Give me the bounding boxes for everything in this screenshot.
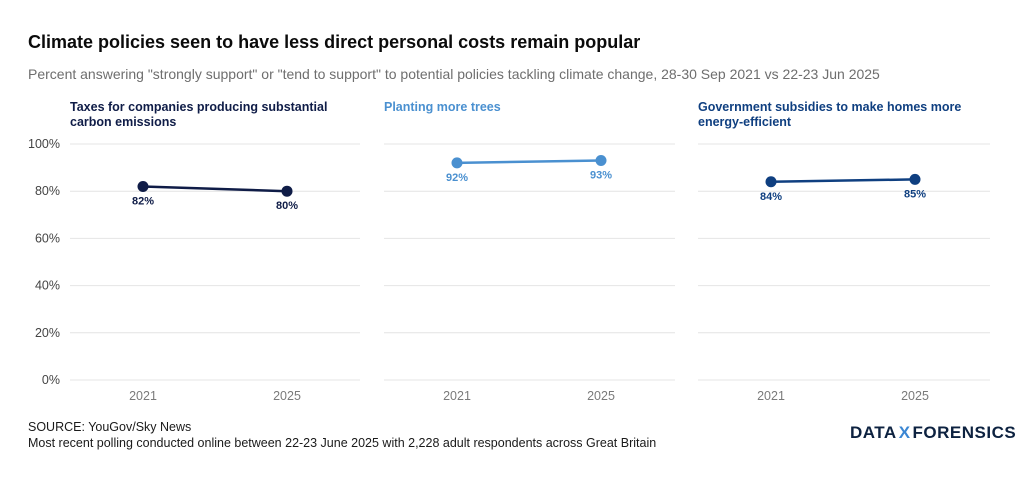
- series-line: [142, 185, 288, 193]
- chart-subtitle: Percent answering "strongly support" or …: [28, 66, 880, 82]
- panel-title: carbon emissions: [70, 115, 176, 129]
- x-tick-label: 2021: [443, 389, 471, 403]
- source-line: SOURCE: YouGov/Sky News: [28, 420, 192, 434]
- data-point: [451, 157, 463, 169]
- source-note: SOURCE: YouGov/Sky News Most recent poll…: [28, 419, 656, 451]
- data-point: [137, 180, 149, 192]
- data-forensics-logo: DATA X FORENSICS: [850, 423, 1017, 442]
- panel-title: energy-efficient: [698, 115, 792, 129]
- x-tick-label: 2025: [273, 389, 301, 403]
- x-tick-label: 2021: [129, 389, 157, 403]
- y-tick-label: 0%: [42, 373, 60, 387]
- data-point: [595, 155, 607, 167]
- data-label: 93%: [590, 170, 612, 182]
- data-label: 84%: [760, 191, 782, 203]
- data-label: 80%: [276, 200, 298, 212]
- data-point: [281, 185, 293, 197]
- panel-title: Planting more trees: [384, 100, 501, 114]
- panel-title: Taxes for companies producing substantia…: [70, 100, 327, 114]
- x-tick-label: 2021: [757, 389, 785, 403]
- x-tick-label: 2025: [587, 389, 615, 403]
- y-tick-label: 60%: [35, 231, 60, 245]
- panel-title: Government subsidies to make homes more: [698, 100, 961, 114]
- y-tick-label: 20%: [35, 326, 60, 340]
- data-point: [909, 173, 921, 185]
- series-line: [456, 159, 602, 165]
- series-line: [770, 178, 916, 184]
- data-label: 82%: [132, 195, 154, 207]
- x-tick-label: 2025: [901, 389, 929, 403]
- data-point: [765, 176, 777, 188]
- methodology-line: Most recent polling conducted online bet…: [28, 436, 657, 450]
- y-tick-label: 80%: [35, 184, 60, 198]
- data-label: 92%: [446, 172, 468, 184]
- chart-title: Climate policies seen to have less direc…: [28, 32, 641, 52]
- y-tick-label: 100%: [28, 137, 60, 151]
- y-tick-label: 40%: [35, 279, 60, 293]
- data-label: 85%: [904, 188, 926, 200]
